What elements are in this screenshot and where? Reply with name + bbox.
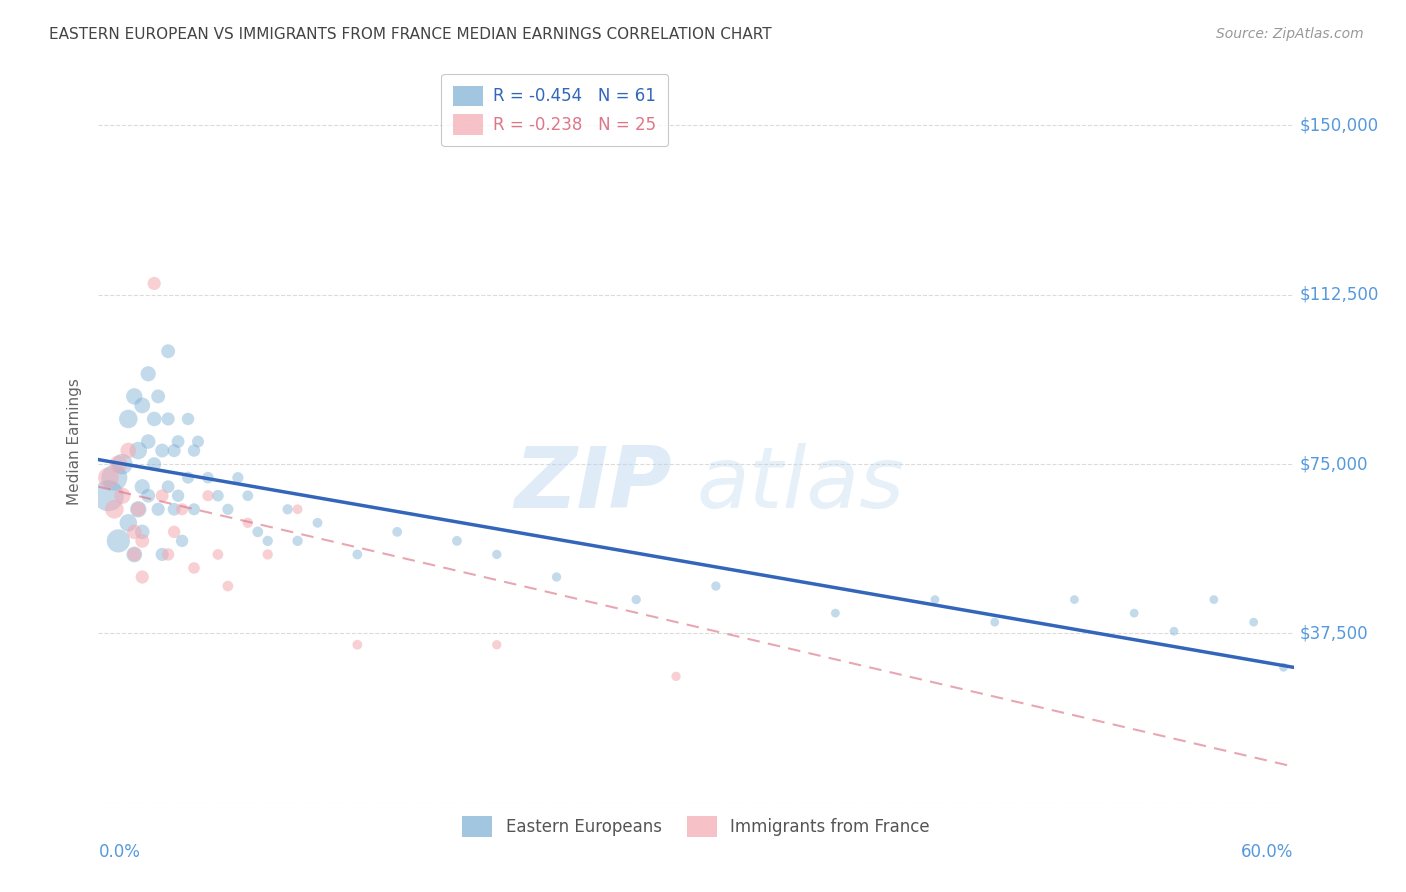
Point xyxy=(236,516,259,530)
Point xyxy=(131,524,153,539)
Point xyxy=(217,579,239,593)
Point xyxy=(217,502,239,516)
Point xyxy=(446,533,468,548)
Point xyxy=(127,443,149,458)
Text: atlas: atlas xyxy=(696,443,904,526)
Point xyxy=(111,489,134,503)
Point xyxy=(157,548,180,562)
Point xyxy=(665,669,688,683)
Point xyxy=(136,489,159,503)
Text: Source: ZipAtlas.com: Source: ZipAtlas.com xyxy=(1216,27,1364,41)
Point xyxy=(197,489,219,503)
Point xyxy=(111,457,134,471)
Point xyxy=(287,533,309,548)
Point xyxy=(256,548,278,562)
Point xyxy=(307,516,329,530)
Point xyxy=(103,502,125,516)
Point xyxy=(131,533,153,548)
Point xyxy=(1243,615,1265,630)
Point xyxy=(117,443,139,458)
Point xyxy=(207,548,229,562)
Point xyxy=(207,489,229,503)
Point xyxy=(1123,606,1146,620)
Y-axis label: Median Earnings: Median Earnings xyxy=(67,378,83,505)
Point xyxy=(277,502,299,516)
Point xyxy=(172,533,194,548)
Point xyxy=(107,533,129,548)
Legend: Eastern Europeans, Immigrants from France: Eastern Europeans, Immigrants from Franc… xyxy=(454,808,938,845)
Point xyxy=(131,570,153,584)
Point xyxy=(163,443,186,458)
Point xyxy=(117,516,139,530)
Point xyxy=(1063,592,1085,607)
Point xyxy=(124,548,146,562)
Point xyxy=(1202,592,1225,607)
Point xyxy=(143,457,166,471)
Point xyxy=(148,389,170,403)
Point xyxy=(150,443,173,458)
Point xyxy=(183,502,205,516)
Point xyxy=(127,502,149,516)
Point xyxy=(177,470,200,484)
Point xyxy=(136,434,159,449)
Point xyxy=(148,502,170,516)
Point xyxy=(287,502,309,516)
Text: $150,000: $150,000 xyxy=(1299,117,1379,135)
Point xyxy=(485,638,508,652)
Point xyxy=(1272,660,1295,674)
Point xyxy=(127,502,149,516)
Point xyxy=(124,548,146,562)
Point xyxy=(183,561,205,575)
Point xyxy=(150,548,173,562)
Point xyxy=(385,524,409,539)
Point xyxy=(183,443,205,458)
Point xyxy=(984,615,1007,630)
Point xyxy=(163,502,186,516)
Text: ZIP: ZIP xyxy=(515,443,672,526)
Point xyxy=(546,570,568,584)
Point xyxy=(346,548,368,562)
Point xyxy=(157,412,180,426)
Point xyxy=(124,389,146,403)
Point xyxy=(117,412,139,426)
Point xyxy=(131,398,153,412)
Text: $75,000: $75,000 xyxy=(1299,455,1368,473)
Point xyxy=(704,579,727,593)
Text: $112,500: $112,500 xyxy=(1299,285,1379,304)
Point xyxy=(172,502,194,516)
Point xyxy=(1163,624,1185,639)
Point xyxy=(143,412,166,426)
Point xyxy=(143,277,166,291)
Point xyxy=(103,470,125,484)
Point xyxy=(157,480,180,494)
Text: 0.0%: 0.0% xyxy=(98,843,141,861)
Point xyxy=(626,592,648,607)
Text: EASTERN EUROPEAN VS IMMIGRANTS FROM FRANCE MEDIAN EARNINGS CORRELATION CHART: EASTERN EUROPEAN VS IMMIGRANTS FROM FRAN… xyxy=(49,27,772,42)
Point xyxy=(163,524,186,539)
Point xyxy=(485,548,508,562)
Point xyxy=(167,489,190,503)
Point xyxy=(346,638,368,652)
Point xyxy=(124,524,146,539)
Point xyxy=(226,470,249,484)
Point xyxy=(256,533,278,548)
Point xyxy=(150,489,173,503)
Point xyxy=(97,470,120,484)
Text: $37,500: $37,500 xyxy=(1299,624,1368,642)
Point xyxy=(246,524,269,539)
Point xyxy=(197,470,219,484)
Point xyxy=(131,480,153,494)
Point xyxy=(97,489,120,503)
Point xyxy=(187,434,209,449)
Point xyxy=(136,367,159,381)
Point xyxy=(157,344,180,359)
Point xyxy=(177,412,200,426)
Point xyxy=(167,434,190,449)
Point xyxy=(236,489,259,503)
Point xyxy=(824,606,846,620)
Point xyxy=(107,457,129,471)
Point xyxy=(924,592,946,607)
Text: 60.0%: 60.0% xyxy=(1241,843,1294,861)
